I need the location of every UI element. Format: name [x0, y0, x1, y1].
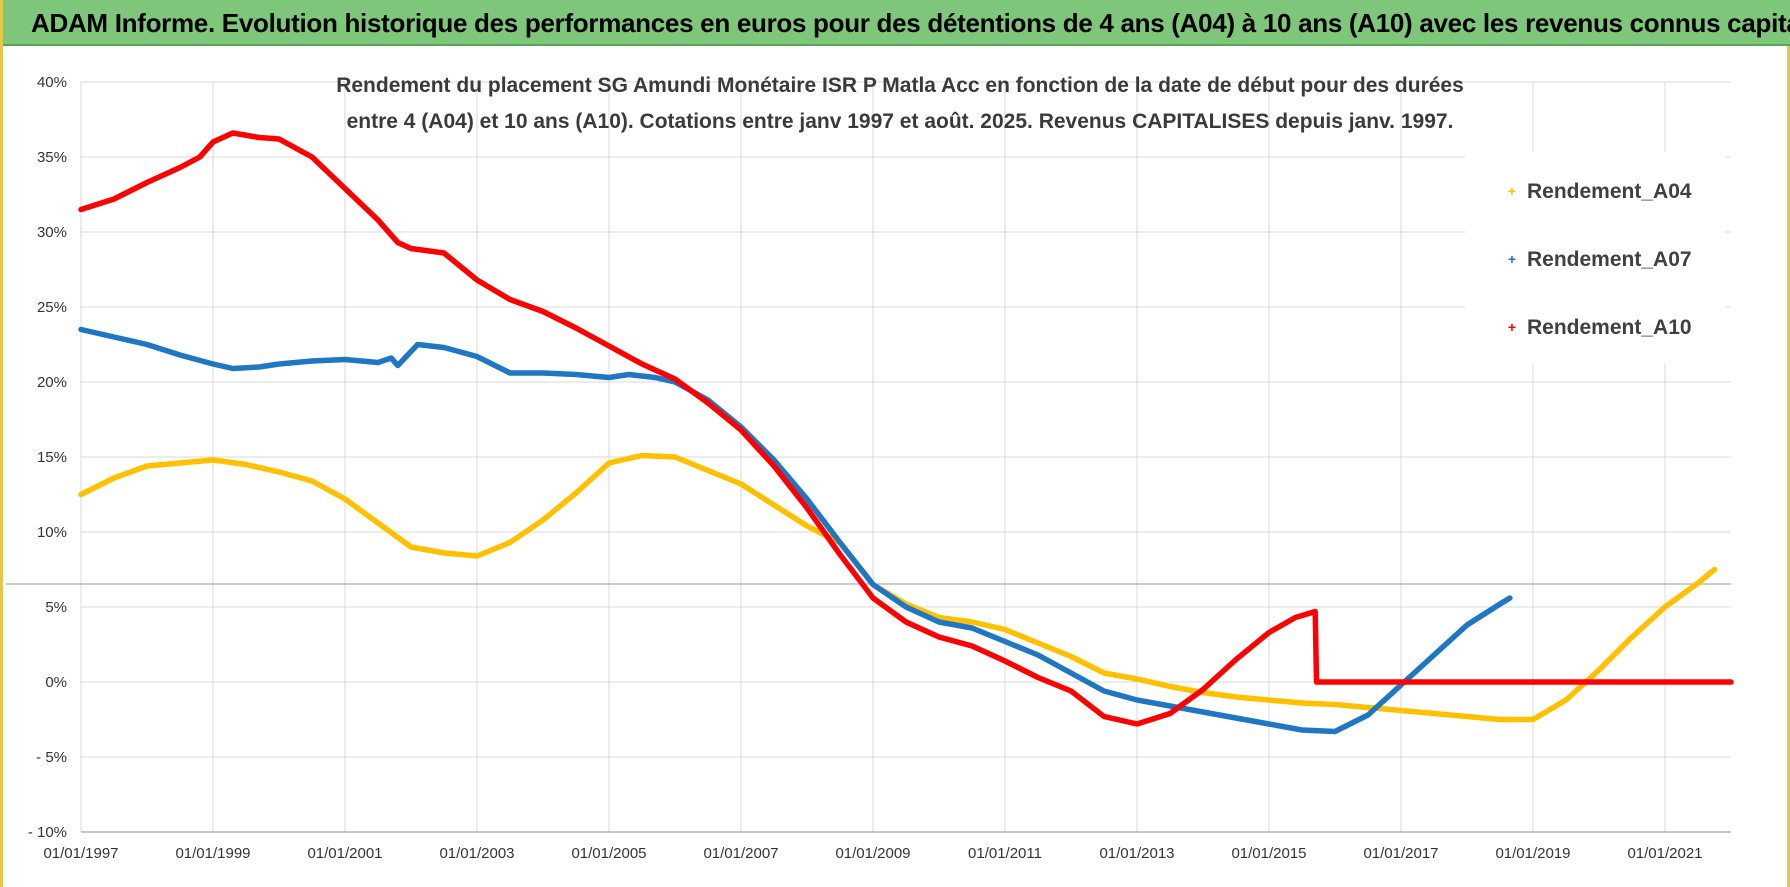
legend-label: Rendement_A07 [1527, 248, 1692, 271]
x-tick-label: 01/01/1999 [175, 845, 250, 862]
y-tick-label: 25% [37, 299, 67, 316]
legend-marker: + [1508, 183, 1516, 199]
legend: + Rendement_A04 + Rendement_A07 + Rendement_A… [1465, 152, 1725, 364]
chart-title-line: entre 4 (A04) et 10 ans (A10). Cotations… [347, 110, 1454, 133]
y-tick-label: 35% [37, 149, 67, 166]
x-tick-label: 01/01/2007 [703, 845, 778, 862]
y-tick-label: 30% [37, 224, 67, 241]
legend-label: Rendement_A04 [1527, 180, 1692, 203]
series-Rendement_A07 [78, 326, 1513, 735]
y-axis-ticks: 40% 35% 30% 25% 20% 15% 10% 5% 0% - 5% - 10% [28, 74, 67, 841]
series-layer [78, 130, 1734, 735]
x-tick-label: 01/01/2015 [1231, 845, 1306, 862]
legend-marker: + [1508, 251, 1516, 267]
header-banner: ADAM Informe. Evolution historique des p… [3, 0, 1790, 46]
x-tick-label: 01/01/1997 [43, 845, 118, 862]
banner-title: ADAM Informe. Evolution historique des p… [31, 8, 1790, 38]
x-tick-label: 01/01/2003 [439, 845, 514, 862]
y-tick-label: 10% [37, 524, 67, 541]
y-tick-label: 0% [45, 674, 67, 691]
x-tick-label: 01/01/2009 [835, 845, 910, 862]
x-tick-label: 01/01/2017 [1363, 845, 1438, 862]
y-tick-label: 40% [37, 74, 67, 91]
legend-box [1465, 152, 1725, 364]
x-tick-label: 01/01/2005 [571, 845, 646, 862]
y-tick-label: - 10% [28, 824, 67, 841]
x-tick-label: 01/01/2021 [1627, 845, 1702, 862]
y-tick-label: 15% [37, 449, 67, 466]
legend-marker: + [1508, 319, 1516, 335]
y-tick-label: 5% [45, 599, 67, 616]
x-tick-label: 01/01/2011 [968, 845, 1042, 862]
series-line-Rendement_A07 [78, 326, 1513, 735]
series-line-Rendement_A10 [78, 130, 1734, 727]
y-tick-label: 20% [37, 374, 67, 391]
chart-svg: 40% 35% 30% 25% 20% 15% 10% 5% 0% - 5% - 10% 01/01… [6, 74, 1734, 862]
x-axis-ticks: 01/01/1997 01/01/1999 01/01/2001 01/01/2003… [43, 845, 1702, 862]
x-tick-label: 01/01/2013 [1099, 845, 1174, 862]
legend-item-Rendement_A07: + Rendement_A07 [1508, 248, 1692, 271]
series-Rendement_A10 [78, 130, 1734, 727]
legend-label: Rendement_A10 [1527, 316, 1692, 339]
chart-title-line: Rendement du placement SG Amundi Monétai… [336, 74, 1464, 97]
chart-title: Rendement du placement SG Amundi Monétai… [336, 74, 1464, 133]
x-tick-label: 01/01/2019 [1495, 845, 1570, 862]
legend-item-Rendement_A10: + Rendement_A10 [1508, 316, 1692, 339]
x-tick-label: 01/01/2001 [307, 845, 382, 862]
y-tick-label: - 5% [36, 749, 67, 766]
legend-item-Rendement_A04: + Rendement_A04 [1508, 180, 1692, 203]
